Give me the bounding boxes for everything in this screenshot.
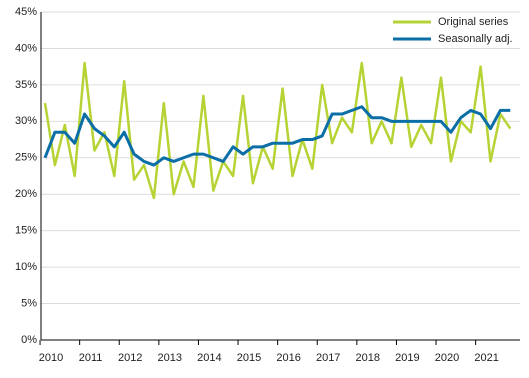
x-tick-label: 2013 (158, 352, 182, 364)
y-tick-label: 40% (15, 42, 37, 54)
legend-label: Seasonally adj. (438, 33, 513, 45)
legend-label: Original series (438, 16, 509, 28)
x-tick-label: 2014 (197, 352, 221, 364)
x-tick-label: 2018 (356, 352, 380, 364)
x-tick-label: 2011 (79, 352, 103, 364)
y-tick-label: 35% (15, 79, 37, 91)
line-series (43, 61, 512, 200)
x-tick-label: 2015 (237, 352, 261, 364)
x-tick-label: 2021 (474, 352, 498, 364)
x-tick-label: 2020 (435, 352, 459, 364)
x-tick-label: 2019 (395, 352, 419, 364)
y-tick-label: 5% (21, 297, 37, 309)
y-tick-label: 15% (15, 225, 37, 237)
y-tick-label: 20% (15, 188, 37, 200)
x-tick-label: 2017 (316, 352, 340, 364)
y-tick-label: 0% (21, 334, 37, 346)
x-tick-label: 2010 (39, 352, 63, 364)
y-tick-label: 25% (15, 152, 37, 164)
x-tick-label: 2016 (276, 352, 300, 364)
y-tick-label: 30% (15, 115, 37, 127)
y-tick-label: 45% (15, 6, 37, 18)
y-tick-label: 10% (15, 261, 37, 273)
x-tick-label: 2012 (118, 352, 142, 364)
line-series (43, 105, 511, 167)
